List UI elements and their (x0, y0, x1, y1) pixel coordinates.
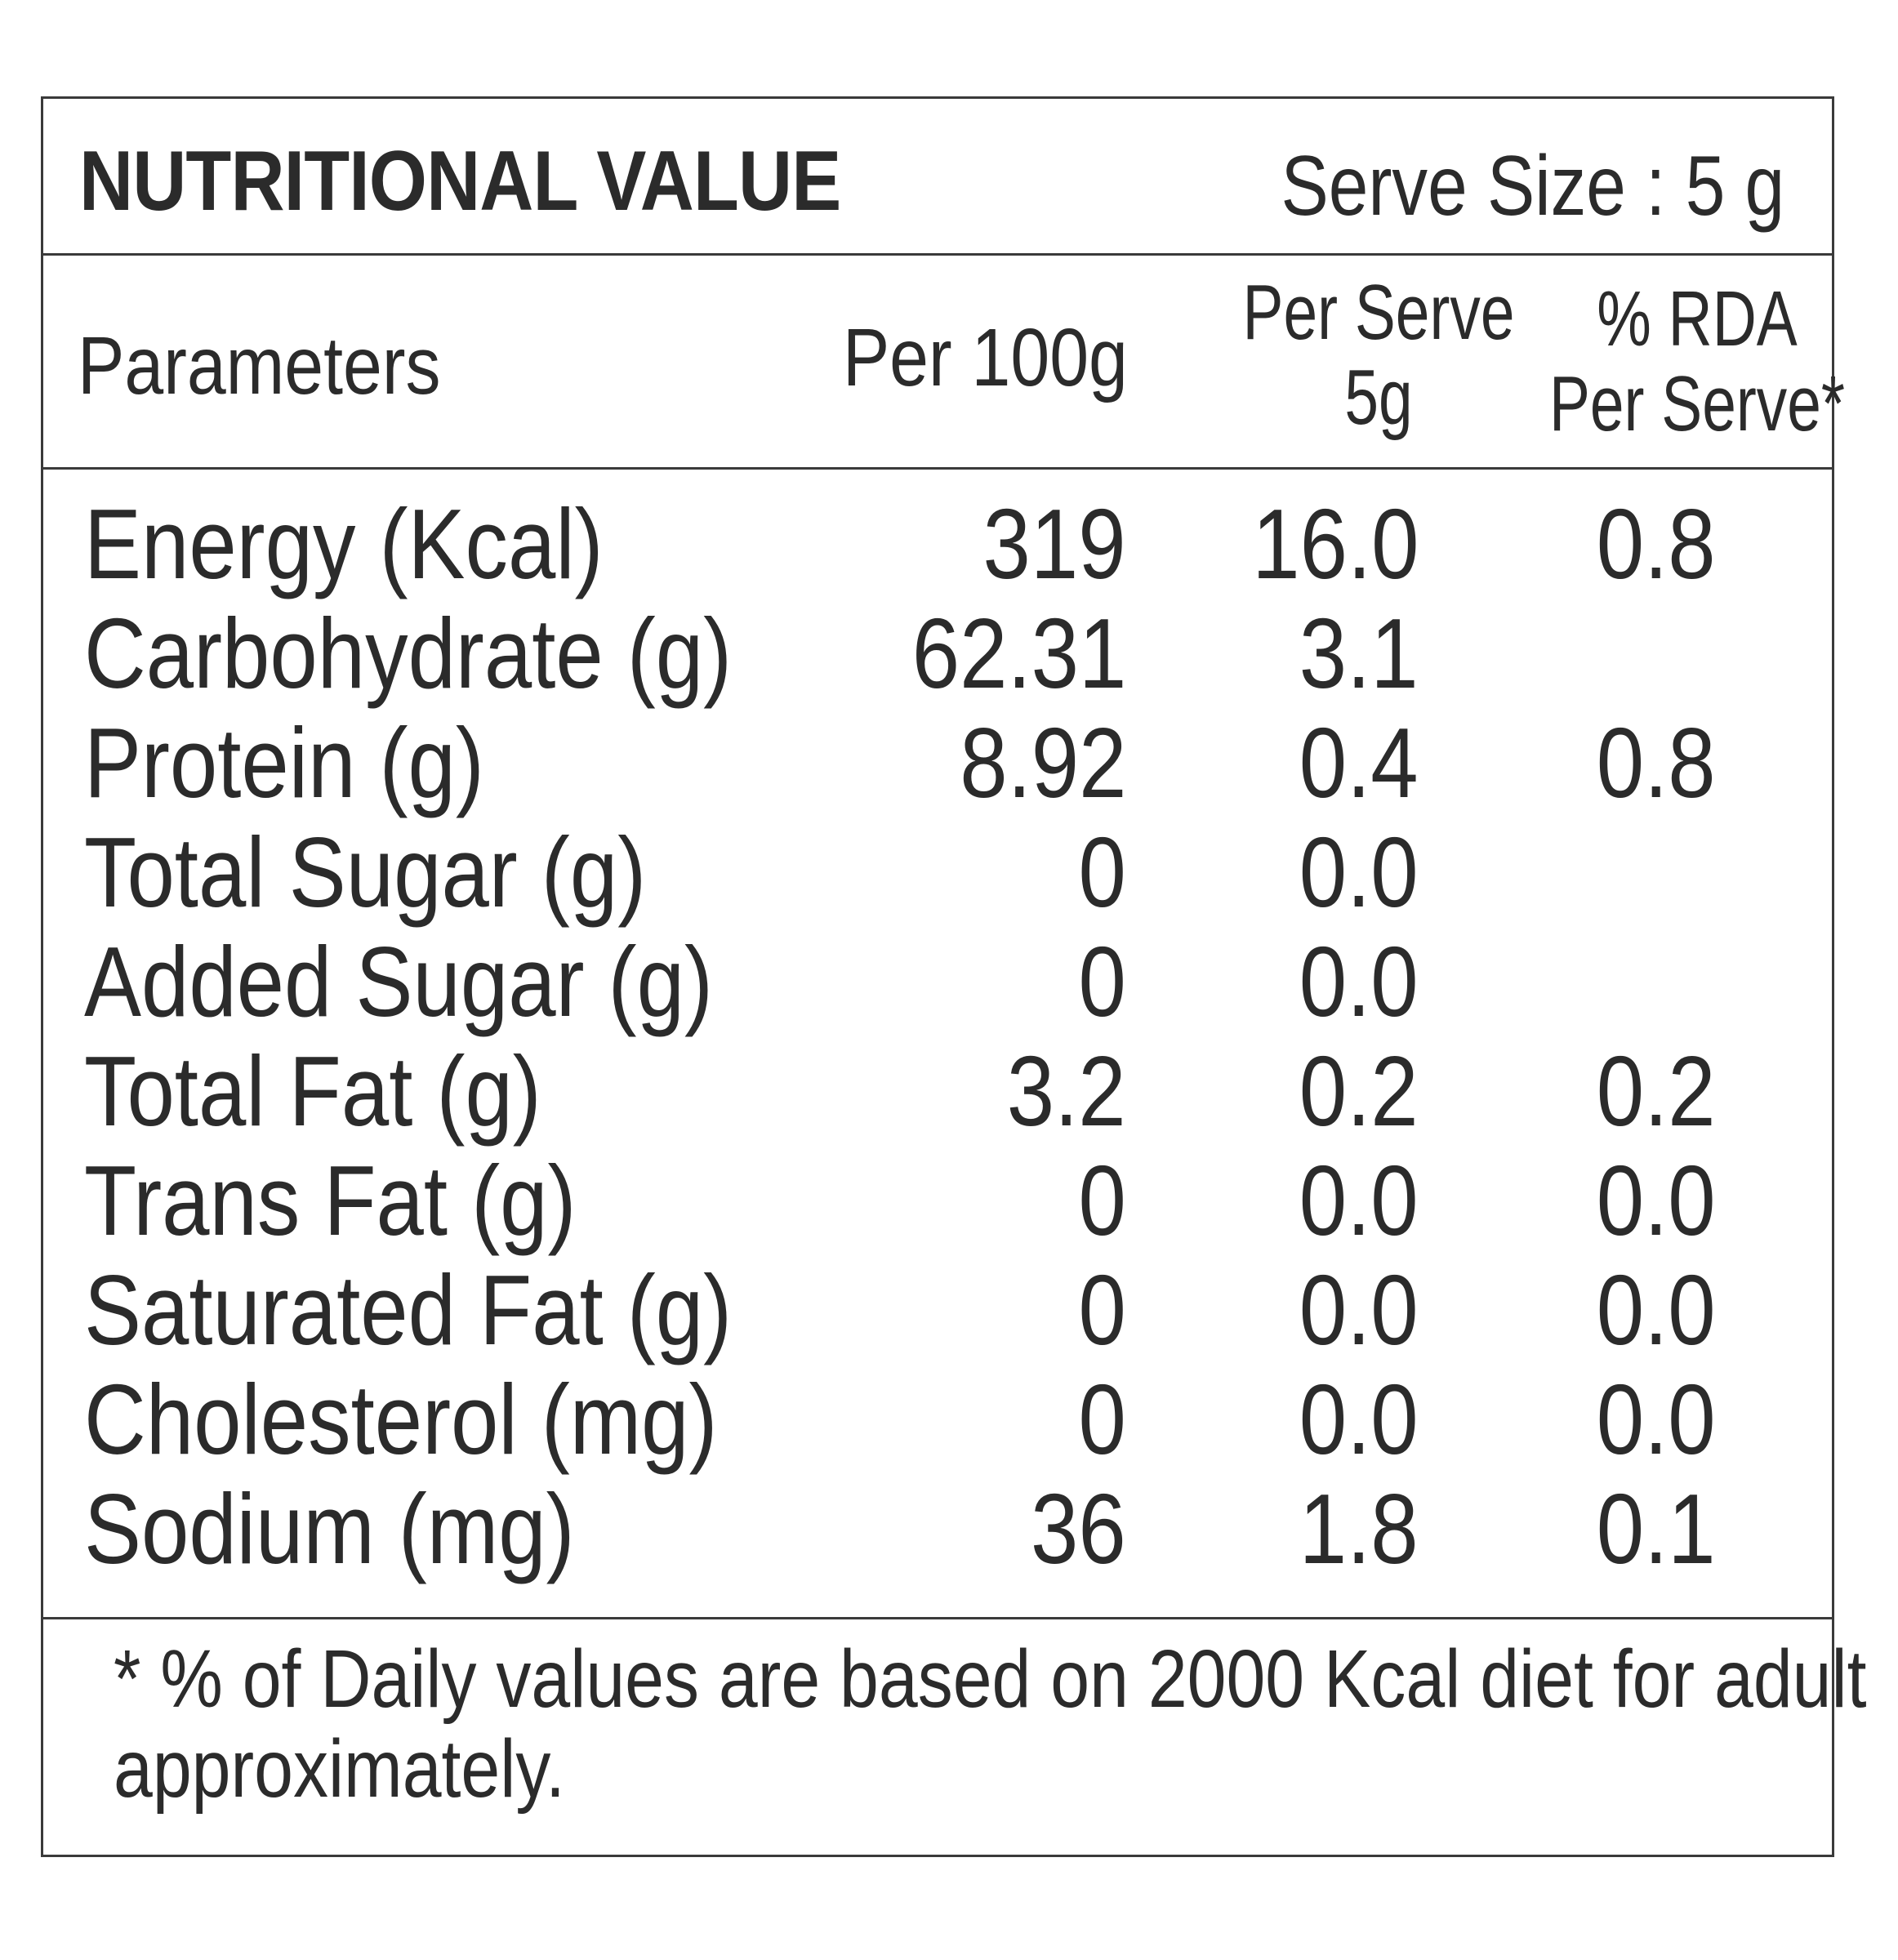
header-rda: % RDA Per Serve* (1548, 277, 1847, 447)
row-per-serve: 0.0 (1299, 1364, 1419, 1475)
row-name: Trans Fat (g) (84, 1145, 577, 1256)
table-row: Saturated Fat (g) 0 0.0 0.0 (43, 1255, 1832, 1365)
row-name: Total Fat (g) (84, 1036, 541, 1147)
row-name: Carbohydrate (g) (84, 598, 733, 709)
table-row: Carbohydrate (g) 62.31 3.1 (43, 599, 1832, 708)
table-row: Sodium (mg) 36 1.8 0.1 (43, 1474, 1832, 1584)
row-per-100g: 0 (1078, 1254, 1126, 1365)
header-per-serve: Per Serve 5g (1216, 270, 1541, 440)
row-name: Energy (Kcal) (84, 488, 604, 599)
row-rda: 0.8 (1597, 707, 1716, 818)
row-per-serve: 0.0 (1299, 926, 1419, 1037)
row-per-serve: 0.0 (1299, 1254, 1419, 1365)
table-row: Protein (g) 8.92 0.4 0.8 (43, 708, 1832, 817)
nutrition-panel: NUTRITIONAL VALUE Serve Size : 5 g Param… (41, 96, 1867, 1857)
nutrition-table-body: Energy (Kcal) 319 16.0 0.8 Carbohydrate … (43, 470, 1832, 1619)
table-row: Cholesterol (mg) 0 0.0 0.0 (43, 1365, 1832, 1474)
column-header-row: Parameters Per 100g Per Serve 5g % RDA P… (43, 256, 1845, 470)
header-rda-line2: Per Serve* (1548, 360, 1846, 448)
table-row: Total Fat (g) 3.2 0.2 0.2 (43, 1036, 1832, 1146)
row-per-100g: 3.2 (1007, 1036, 1126, 1147)
row-per-100g: 0 (1078, 1364, 1126, 1475)
row-per-serve: 3.1 (1299, 598, 1419, 709)
header-parameters: Parameters (78, 320, 441, 412)
row-name: Saturated Fat (g) (84, 1254, 733, 1365)
row-name: Cholesterol (mg) (84, 1364, 718, 1475)
row-per-100g: 0 (1078, 1145, 1126, 1256)
panel-title: NUTRITIONAL VALUE (79, 134, 841, 229)
row-per-serve: 1.8 (1299, 1473, 1419, 1584)
header-per-100g: Per 100g (842, 312, 1128, 403)
footnote-line2: approximately. (114, 1723, 565, 1815)
serve-size-label: Serve Size : 5 g (1281, 139, 1784, 234)
row-name: Added Sugar (g) (84, 926, 713, 1037)
row-per-100g: 62.31 (911, 598, 1126, 709)
row-rda: 0.8 (1597, 488, 1716, 599)
row-rda: 0.0 (1597, 1254, 1716, 1365)
row-rda: 0.1 (1597, 1473, 1716, 1584)
row-per-serve: 0.0 (1299, 817, 1419, 928)
row-per-serve: 0.2 (1299, 1036, 1419, 1147)
table-row: Added Sugar (g) 0 0.0 (43, 927, 1832, 1036)
row-name: Total Sugar (g) (84, 817, 647, 928)
footnote-line1: * % of Daily values are based on 2000 Kc… (114, 1633, 1867, 1725)
title-row: NUTRITIONAL VALUE Serve Size : 5 g (43, 99, 1832, 256)
row-per-100g: 8.92 (959, 707, 1126, 818)
header-per-serve-line1: Per Serve (1242, 269, 1515, 356)
table-row: Energy (Kcal) 319 16.0 0.8 (43, 489, 1832, 599)
row-per-100g: 36 (1031, 1473, 1126, 1584)
row-per-100g: 0 (1078, 817, 1126, 928)
row-rda: 0.0 (1597, 1364, 1716, 1475)
footnote: * % of Daily values are based on 2000 Kc… (114, 1633, 1867, 1815)
row-name: Protein (g) (84, 707, 484, 818)
table-row: Trans Fat (g) 0 0.0 0.0 (43, 1146, 1832, 1255)
row-per-serve: 0.4 (1299, 707, 1419, 818)
row-per-serve: 0.0 (1299, 1145, 1419, 1256)
header-per-serve-line2: 5g (1344, 354, 1413, 441)
header-rda-line1: % RDA (1597, 275, 1798, 363)
row-rda: 0.2 (1597, 1036, 1716, 1147)
row-per-100g: 319 (982, 488, 1126, 599)
table-row: Total Sugar (g) 0 0.0 (43, 817, 1832, 927)
row-per-serve: 16.0 (1251, 488, 1419, 599)
row-name: Sodium (mg) (84, 1473, 575, 1584)
row-per-100g: 0 (1078, 926, 1126, 1037)
row-rda: 0.0 (1597, 1145, 1716, 1256)
